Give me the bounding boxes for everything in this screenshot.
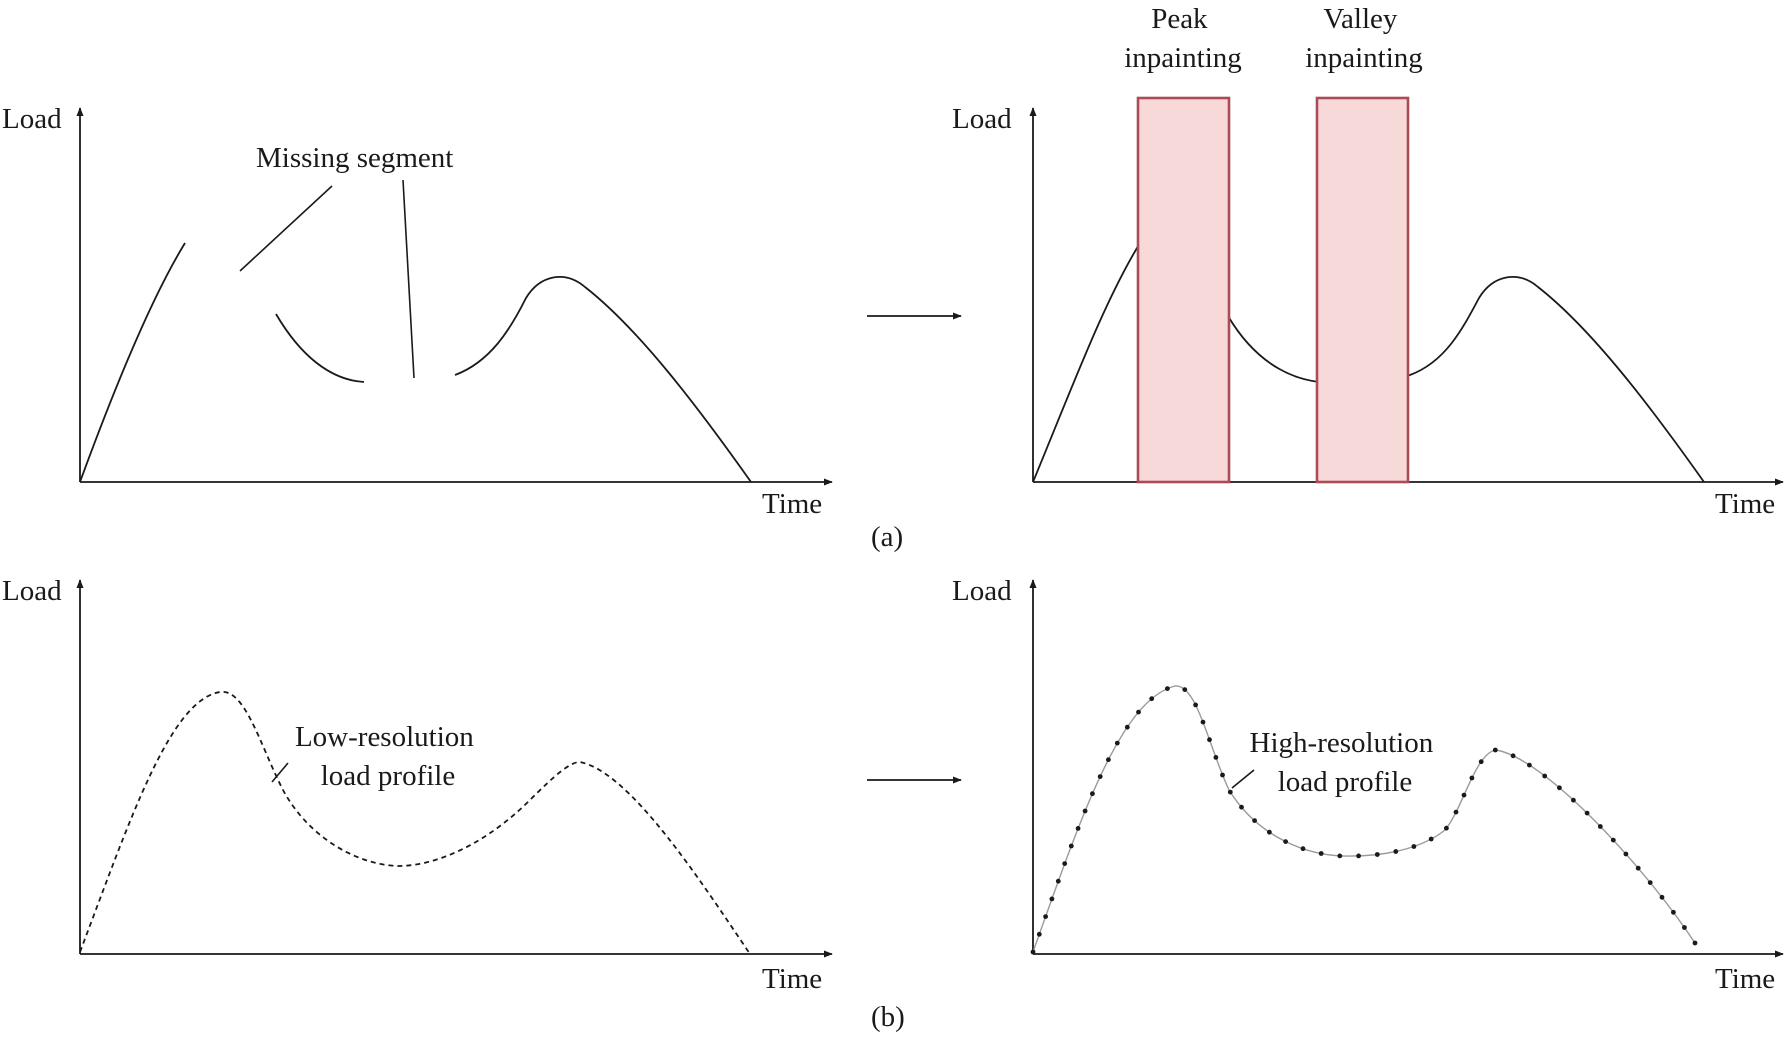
sample-point (1082, 808, 1088, 814)
sample-point (1049, 896, 1055, 902)
sample-point (1337, 853, 1343, 859)
sample-point (1239, 804, 1244, 810)
sample-point (1393, 849, 1399, 854)
sample-point (1682, 925, 1687, 930)
sample-point (1557, 785, 1562, 791)
sample-point (1623, 851, 1629, 857)
sample-point (1227, 789, 1233, 795)
sample-point (1267, 829, 1272, 835)
sample-point (1318, 851, 1324, 856)
sample-point (1453, 809, 1459, 815)
panel-b-left-plot: Load Time Low-resolution load profile (2, 575, 833, 995)
y-axis-label: Load (2, 103, 62, 135)
sample-point (1090, 791, 1095, 797)
sample-point (1114, 740, 1120, 746)
valley-inpainting-label: Valley inpainting (1305, 3, 1423, 74)
sample-point (1182, 687, 1188, 692)
sample-point (1075, 826, 1081, 831)
sample-point (1136, 709, 1141, 715)
sample-point (1106, 757, 1111, 763)
sample-point (1097, 774, 1103, 779)
sample-point (1207, 737, 1212, 743)
x-axis-label: Time (1715, 488, 1775, 520)
high-resolution-profile (1032, 685, 1696, 953)
panel-a-left-plot: Load Time Missing segment (2, 103, 833, 520)
sample-point (1030, 949, 1036, 955)
sample-point (1200, 719, 1206, 725)
valley-inpainting-box (1315, 96, 1410, 484)
panel-b-caption: (b) (871, 1001, 905, 1033)
low-resolution-profile (79, 691, 751, 955)
low-resolution-leader (271, 762, 289, 783)
sample-point (1542, 773, 1548, 779)
sample-point (1220, 772, 1225, 778)
sample-point (1597, 824, 1603, 829)
sample-point (1149, 696, 1155, 702)
sample-point (1527, 762, 1532, 768)
peak-inpainting-label: Peak inpainting (1124, 3, 1242, 74)
sample-point (1428, 836, 1434, 842)
sample-point (1478, 759, 1484, 765)
x-axis-label: Time (762, 963, 822, 995)
sample-point (1036, 931, 1042, 937)
high-resolution-leader (1231, 769, 1255, 789)
sample-point (1300, 846, 1306, 852)
sample-point (1510, 753, 1516, 759)
x-axis-label: Time (1715, 963, 1775, 995)
high-resolution-label: High-resolution load profile (1250, 727, 1441, 798)
sample-point (1671, 909, 1676, 915)
sample-point (1374, 852, 1380, 857)
sample-point (1043, 914, 1048, 919)
curve-segment-rise (79, 242, 186, 483)
sample-point (1055, 878, 1061, 884)
sample-point (1461, 792, 1467, 798)
sample-point (1283, 839, 1288, 844)
sample-point (1411, 844, 1417, 849)
sample-point (1165, 686, 1170, 691)
sample-point (1610, 837, 1616, 843)
panel-b-right-plot: Load Time High-resolution load profile (952, 575, 1784, 995)
y-axis-label: Load (952, 103, 1012, 135)
sample-point (1193, 702, 1198, 708)
missing-segment-leader-2 (402, 179, 415, 379)
sample-point (1252, 818, 1257, 823)
sample-point (1356, 853, 1361, 859)
sample-point (1068, 843, 1074, 849)
sample-point (1444, 825, 1449, 831)
sample-point (1659, 894, 1665, 900)
y-axis-label: Load (2, 575, 62, 607)
sample-point (1571, 797, 1576, 803)
panel-a-caption: (a) (871, 521, 903, 553)
sample-point (1492, 747, 1498, 753)
x-axis-label: Time (762, 488, 822, 520)
sample-point (1584, 810, 1590, 816)
sample-point (1469, 775, 1475, 781)
missing-segment-label: Missing segment (256, 142, 453, 174)
low-resolution-label: Low-resolution load profile (295, 721, 481, 792)
peak-inpainting-box (1136, 96, 1231, 484)
panel-a-right-plot: Load Time Peak inpainting Valley inpaint… (952, 3, 1784, 520)
sample-point (1647, 880, 1653, 885)
sample-point (1635, 865, 1641, 871)
missing-segment-leader-1 (239, 185, 333, 272)
sample-point (1124, 724, 1130, 730)
curve-segment-valley (275, 313, 365, 383)
sample-point (1213, 755, 1219, 760)
y-axis-label: Load (952, 575, 1012, 607)
sample-point (1062, 861, 1068, 866)
sample-point (1692, 940, 1698, 946)
high-resolution-sample-points (1030, 686, 1698, 955)
curve-segment-second-peak (454, 276, 752, 483)
